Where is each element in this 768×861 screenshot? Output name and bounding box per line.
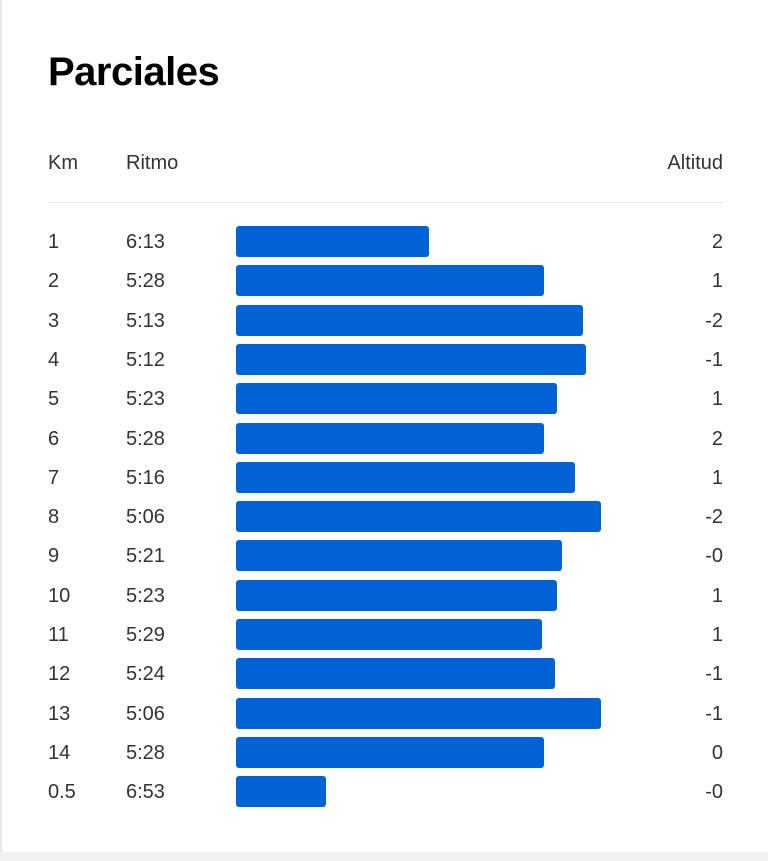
pace-bar — [236, 579, 557, 611]
split-altitude: 2 — [711, 427, 723, 450]
split-altitude: -2 — [705, 506, 723, 529]
split-altitude: -1 — [705, 663, 723, 686]
split-altitude: 2 — [711, 231, 723, 253]
split-row: 9 5:21 -0 — [0, 538, 768, 577]
pace-bar — [236, 422, 544, 454]
split-pace: 6:13 — [126, 231, 165, 253]
split-row: 7 5:16 1 — [0, 460, 768, 499]
split-km: 1 — [48, 231, 60, 253]
bottom-strip — [0, 852, 768, 861]
split-pace: 5:29 — [126, 624, 165, 646]
split-km: 13 — [48, 702, 71, 725]
split-km: 0.5 — [48, 781, 76, 804]
split-pace: 5:13 — [126, 309, 165, 332]
pace-bar — [236, 461, 575, 493]
split-pace: 5:06 — [126, 702, 165, 725]
split-km: 4 — [48, 348, 60, 371]
split-row: 12 5:24 -1 — [0, 656, 768, 695]
split-row: 5 5:23 1 — [0, 381, 768, 420]
split-row: 14 5:28 0 — [0, 735, 768, 774]
split-pace: 5:28 — [126, 270, 165, 293]
pace-bar — [236, 658, 555, 690]
altitude-column-header: Altitud — [667, 152, 723, 174]
split-km: 12 — [48, 663, 71, 686]
split-altitude: 1 — [711, 584, 723, 607]
split-pace: 5:28 — [126, 427, 165, 450]
pace-bar — [236, 501, 601, 533]
split-row: 8 5:06 -2 — [0, 499, 768, 538]
split-pace: 5:23 — [126, 584, 165, 607]
header-divider — [48, 202, 723, 203]
split-pace: 6:53 — [126, 781, 165, 804]
split-altitude: -0 — [705, 781, 723, 804]
split-km: 3 — [48, 309, 60, 332]
split-altitude: -1 — [705, 348, 723, 371]
split-altitude: 0 — [711, 741, 723, 764]
split-row: 10 5:23 1 — [0, 578, 768, 617]
split-pace: 5:23 — [126, 388, 165, 411]
split-km: 14 — [48, 741, 71, 764]
pace-bar — [236, 776, 326, 808]
split-row: 13 5:06 -1 — [0, 696, 768, 735]
split-row: 11 5:29 1 — [0, 617, 768, 656]
pace-bar — [236, 265, 544, 297]
split-row: 3 5:13 -2 — [0, 303, 768, 342]
pace-column-header: Ritmo — [126, 152, 179, 174]
split-row: 0.5 6:53 -0 — [0, 774, 768, 813]
split-pace: 5:06 — [126, 506, 165, 529]
split-altitude: 1 — [711, 388, 723, 411]
split-km: 6 — [48, 427, 60, 450]
split-altitude: -2 — [705, 309, 723, 332]
split-km: 9 — [48, 545, 60, 568]
split-km: 2 — [48, 270, 60, 293]
split-km: 7 — [48, 466, 60, 489]
split-row: 6 5:28 2 — [0, 421, 768, 460]
split-altitude: -1 — [705, 702, 723, 725]
split-pace: 5:16 — [126, 466, 165, 489]
split-row: 4 5:12 -1 — [0, 342, 768, 381]
splits-header: Km Ritmo Altitud — [0, 152, 768, 176]
pace-bar — [236, 383, 557, 415]
pace-bar — [236, 304, 583, 336]
split-km: 10 — [48, 584, 71, 607]
split-altitude: 1 — [711, 270, 723, 293]
split-km: 8 — [48, 506, 60, 529]
split-altitude: 1 — [711, 624, 723, 646]
pace-bar — [236, 697, 601, 729]
pace-bar — [236, 619, 542, 650]
split-pace: 5:21 — [126, 545, 165, 568]
split-pace: 5:24 — [126, 663, 165, 686]
pace-bar — [236, 736, 544, 768]
split-pace: 5:12 — [126, 348, 165, 371]
pace-bar — [236, 540, 562, 572]
km-column-header: Km — [48, 152, 78, 174]
split-altitude: 1 — [711, 466, 723, 489]
left-edge — [0, 0, 2, 861]
split-km: 11 — [48, 624, 69, 646]
split-row: 1 6:13 2 — [0, 224, 768, 263]
page-title: Parciales — [48, 50, 220, 94]
split-pace: 5:28 — [126, 741, 165, 764]
split-row: 2 5:28 1 — [0, 263, 768, 302]
split-altitude: -0 — [705, 545, 723, 568]
pace-bar — [236, 226, 429, 257]
pace-bar — [236, 343, 586, 375]
split-km: 5 — [48, 388, 60, 411]
